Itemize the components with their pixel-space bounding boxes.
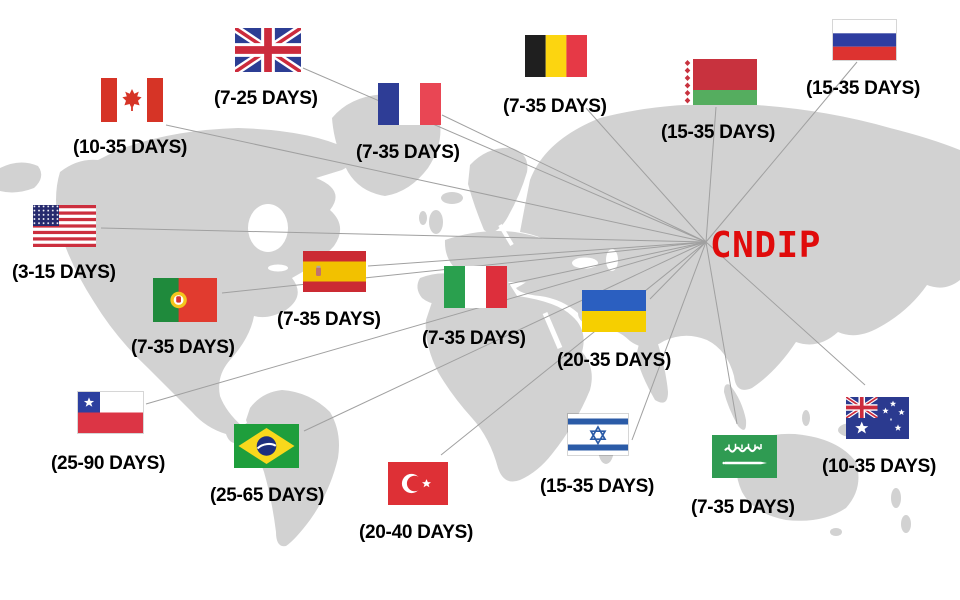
flag-belgium [525, 35, 587, 77]
israel-flag-icon [568, 414, 628, 455]
belarus-flag-icon [682, 59, 757, 105]
origin-label: CNDIP [710, 225, 821, 266]
flag-canada [101, 78, 163, 122]
flag-russia [833, 20, 896, 60]
italy-flag-icon [444, 266, 507, 308]
route-line [631, 241, 707, 441]
shipping-days-israel: (15-35 DAYS) [540, 476, 654, 497]
shipping-days-australia: (10-35 DAYS) [822, 456, 936, 477]
flag-france [378, 83, 441, 125]
route-line [705, 241, 866, 386]
route-line [705, 61, 858, 243]
shipping-days-saudi-arabia: (7-35 DAYS) [691, 497, 795, 518]
saudi-arabia-flag-icon [712, 435, 777, 478]
shipping-days-belarus: (15-35 DAYS) [661, 122, 775, 143]
route-line [585, 107, 707, 243]
ukraine-flag-icon [582, 290, 646, 332]
flag-chile [78, 392, 143, 433]
shipping-days-portugal: (7-35 DAYS) [131, 337, 235, 358]
spain-flag-icon [303, 251, 366, 292]
route-line [100, 227, 707, 243]
flag-israel [568, 414, 628, 455]
australia-flag-icon [846, 397, 909, 439]
route-line [705, 106, 717, 243]
shipping-days-canada: (10-35 DAYS) [73, 137, 187, 158]
flag-turkey [388, 462, 448, 505]
canada-flag-icon [101, 78, 163, 122]
brazil-flag-icon [234, 424, 299, 468]
water-bodies [248, 204, 618, 349]
shipping-days-belgium: (7-35 DAYS) [503, 96, 607, 117]
shipping-days-united-states: (3-15 DAYS) [12, 262, 116, 283]
shipping-days-chile: (25-90 DAYS) [51, 453, 165, 474]
shipping-days-italy: (7-35 DAYS) [422, 328, 526, 349]
route-line [705, 241, 738, 425]
belgium-flag-icon [525, 35, 587, 77]
turkey-flag-icon [388, 462, 448, 505]
route-line [367, 241, 707, 267]
route-line [303, 241, 707, 432]
usa-flag-icon [33, 205, 96, 247]
route-line [165, 124, 707, 243]
uk-flag-icon [235, 28, 301, 72]
shipping-days-ukraine: (20-35 DAYS) [557, 350, 671, 371]
flag-australia [846, 397, 909, 439]
route-line [649, 241, 707, 300]
route-line [441, 114, 707, 243]
flag-united-states [33, 205, 96, 247]
flag-spain [303, 251, 366, 292]
shipping-days-spain: (7-35 DAYS) [277, 309, 381, 330]
route-line [440, 241, 707, 456]
shipping-days-united-kingdom: (7-25 DAYS) [214, 88, 318, 109]
shipping-days-turkey: (20-40 DAYS) [359, 522, 473, 543]
route-lines [100, 61, 866, 456]
shipping-days-brazil: (25-65 DAYS) [210, 485, 324, 506]
shipping-days-russia: (15-35 DAYS) [806, 78, 920, 99]
flag-ukraine [582, 290, 646, 332]
flag-saudi-arabia [712, 435, 777, 478]
portugal-flag-icon [153, 278, 217, 322]
flag-united-kingdom [235, 28, 301, 72]
continents [0, 94, 960, 547]
shipping-days-france: (7-35 DAYS) [356, 142, 460, 163]
chile-flag-icon [78, 392, 143, 433]
route-line [145, 241, 707, 405]
flag-brazil [234, 424, 299, 468]
route-line [508, 241, 707, 285]
route-line [302, 67, 707, 243]
france-flag-icon [378, 83, 441, 125]
russia-flag-icon [833, 20, 896, 60]
flag-belarus [682, 59, 757, 105]
flag-portugal [153, 278, 217, 322]
flag-italy [444, 266, 507, 308]
